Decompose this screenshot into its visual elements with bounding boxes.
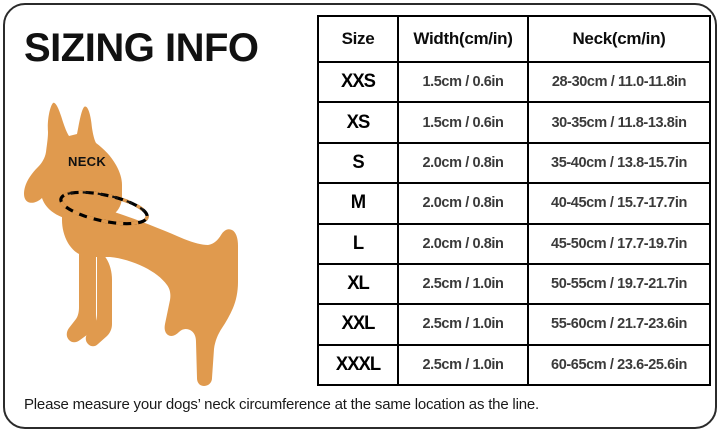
page-title: SIZING INFO (24, 26, 259, 70)
dog-silhouette-svg (24, 102, 238, 386)
cell-size: M (318, 182, 398, 225)
cell-size: L (318, 222, 398, 265)
header-size: Size (317, 15, 399, 63)
cell-size: XL (318, 262, 398, 306)
cell-width: 2.0cm / 0.8in (397, 141, 529, 185)
neck-label: NECK (68, 154, 107, 169)
cell-width: 2.5cm / 1.0in (397, 303, 529, 346)
dog-torso-shape (62, 206, 238, 386)
cell-size: XS (318, 101, 398, 144)
cell-neck: 30-35cm / 11.8-13.8in (527, 101, 711, 144)
table-row: XL 2.5cm / 1.0in 50-55cm / 19.7-21.7in (318, 262, 711, 306)
size-table-head: Size Width(cm/in) Neck(cm/in) (317, 15, 711, 63)
dog-illustration (18, 86, 310, 386)
cell-width: 2.5cm / 1.0in (397, 262, 529, 306)
cell-neck: 55-60cm / 21.7-23.6in (527, 303, 711, 346)
table-row: S 2.0cm / 0.8in 35-40cm / 13.8-15.7in (318, 141, 711, 185)
table-row: XS 1.5cm / 0.6in 30-35cm / 11.8-13.8in (318, 101, 711, 144)
table-header-row: Size Width(cm/in) Neck(cm/in) (317, 15, 711, 63)
cell-width: 1.5cm / 0.6in (397, 101, 529, 144)
illustration-panel: SIZING INFO NECK (18, 14, 310, 386)
table-row: L 2.0cm / 0.8in 45-50cm / 17.7-19.7in (318, 222, 711, 265)
table-row: XXXL 2.5cm / 1.0in 60-65cm / 23.6-25.6in (318, 343, 711, 387)
size-table-body: XXS 1.5cm / 0.6in 28-30cm / 11.0-11.8in … (318, 60, 711, 387)
cell-neck: 40-45cm / 15.7-17.7in (527, 182, 711, 225)
cell-neck: 50-55cm / 19.7-21.7in (527, 262, 711, 306)
cell-width: 2.0cm / 0.8in (397, 182, 529, 225)
cell-size: S (318, 141, 398, 185)
size-table-container: Size Width(cm/in) Neck(cm/in) XXS 1.5cm … (317, 15, 711, 387)
size-table: Size Width(cm/in) Neck(cm/in) XXS 1.5cm … (317, 15, 711, 387)
cell-width: 1.5cm / 0.6in (397, 60, 529, 104)
header-width: Width(cm/in) (397, 15, 529, 63)
cell-neck: 60-65cm / 23.6-25.6in (527, 343, 711, 387)
table-row: M 2.0cm / 0.8in 40-45cm / 15.7-17.7in (318, 182, 711, 225)
table-row: XXS 1.5cm / 0.6in 28-30cm / 11.0-11.8in (318, 60, 711, 104)
cell-size: XXXL (318, 343, 398, 387)
dog-body-shape (24, 102, 122, 220)
footer-note: Please measure your dogs’ neck circumfer… (24, 396, 539, 413)
cell-size: XXS (318, 60, 398, 104)
cell-width: 2.5cm / 1.0in (397, 343, 529, 387)
cell-neck: 35-40cm / 13.8-15.7in (527, 141, 711, 185)
cell-width: 2.0cm / 0.8in (397, 222, 529, 265)
cell-neck: 45-50cm / 17.7-19.7in (527, 222, 711, 265)
table-row: XXL 2.5cm / 1.0in 55-60cm / 21.7-23.6in (318, 303, 711, 346)
header-neck: Neck(cm/in) (527, 15, 711, 63)
dog-front-leg (85, 246, 112, 347)
cell-size: XXL (318, 303, 398, 346)
cell-neck: 28-30cm / 11.0-11.8in (527, 60, 711, 104)
